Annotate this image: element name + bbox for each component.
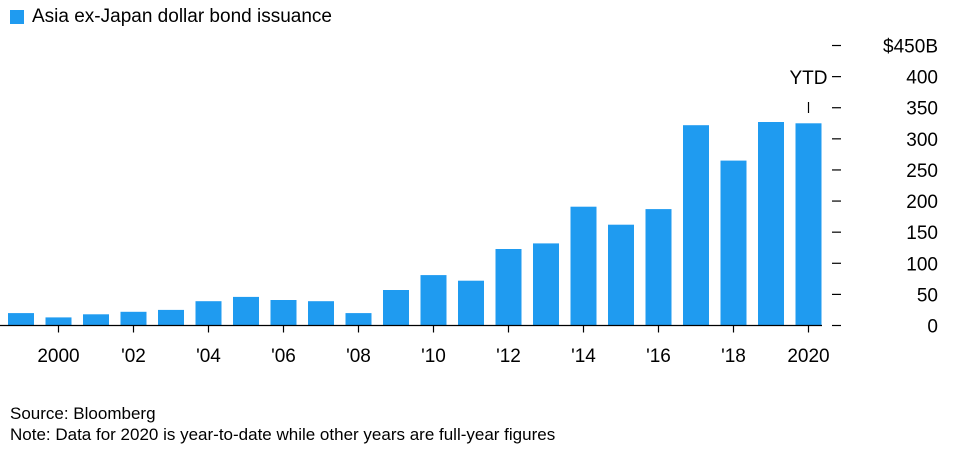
bar-2003 xyxy=(158,309,184,326)
footer: Source: Bloomberg Note: Data for 2020 is… xyxy=(10,403,555,445)
bar-2019 xyxy=(758,122,784,326)
bar-2020 xyxy=(795,123,822,326)
bar-2006 xyxy=(270,300,297,326)
bar-2008 xyxy=(345,313,372,326)
bar-2015 xyxy=(608,224,634,326)
bar-2004 xyxy=(195,301,222,326)
bar-2000 xyxy=(45,317,72,326)
bar-2007 xyxy=(308,301,334,326)
ytd-annotation: YTD xyxy=(790,68,828,89)
bar-2017 xyxy=(683,125,709,326)
y-tick-label-0: 0 xyxy=(927,317,938,338)
y-tick-label-300: 300 xyxy=(906,130,938,151)
legend-swatch xyxy=(10,10,24,24)
y-tick-label-200: 200 xyxy=(906,192,938,213)
x-tick-label-2000: 2000 xyxy=(37,346,79,367)
y-tick-label-350: 350 xyxy=(906,99,938,120)
bar-2005 xyxy=(233,296,259,326)
x-tick-label-2004: '04 xyxy=(196,346,221,367)
bar-2012 xyxy=(495,249,522,326)
x-tick-label-2002: '02 xyxy=(121,346,146,367)
x-tick-label-2020: 2020 xyxy=(787,346,829,367)
y-tick-label-50: 50 xyxy=(917,285,938,306)
bar-2001 xyxy=(83,314,109,326)
x-tick-label-2012: '12 xyxy=(496,346,521,367)
bar-2009 xyxy=(383,290,409,326)
y-tick-label-450: $450B xyxy=(883,37,938,58)
y-tick-label-400: 400 xyxy=(906,68,938,89)
x-tick-label-2018: '18 xyxy=(721,346,746,367)
y-tick-label-100: 100 xyxy=(906,254,938,275)
bar-2018 xyxy=(720,160,747,326)
legend: Asia ex-Japan dollar bond issuance xyxy=(10,6,332,28)
data-note: Note: Data for 2020 is year-to-date whil… xyxy=(10,425,556,444)
x-tick-label-2016: '16 xyxy=(646,346,671,367)
x-tick-label-2008: '08 xyxy=(346,346,371,367)
bar-2010 xyxy=(420,275,447,326)
source-note: Source: Bloomberg xyxy=(10,404,156,423)
y-tick-label-250: 250 xyxy=(906,161,938,182)
legend-label: Asia ex-Japan dollar bond issuance xyxy=(32,6,332,27)
y-tick-label-150: 150 xyxy=(906,223,938,244)
bar-2014 xyxy=(570,206,597,326)
bar-chart: 2000'02'04'06'08'10'12'14'16'18 2020$450B… xyxy=(0,37,938,367)
bar-2002 xyxy=(120,311,147,326)
x-tick-label-2014: '14 xyxy=(571,346,596,367)
bar-2013 xyxy=(533,243,559,326)
x-tick-label-2010: '10 xyxy=(421,346,446,367)
bar-1999 xyxy=(8,313,34,326)
bar-2016 xyxy=(645,209,672,326)
x-tick-label-2006: '06 xyxy=(271,346,296,367)
bar-2011 xyxy=(458,280,484,326)
